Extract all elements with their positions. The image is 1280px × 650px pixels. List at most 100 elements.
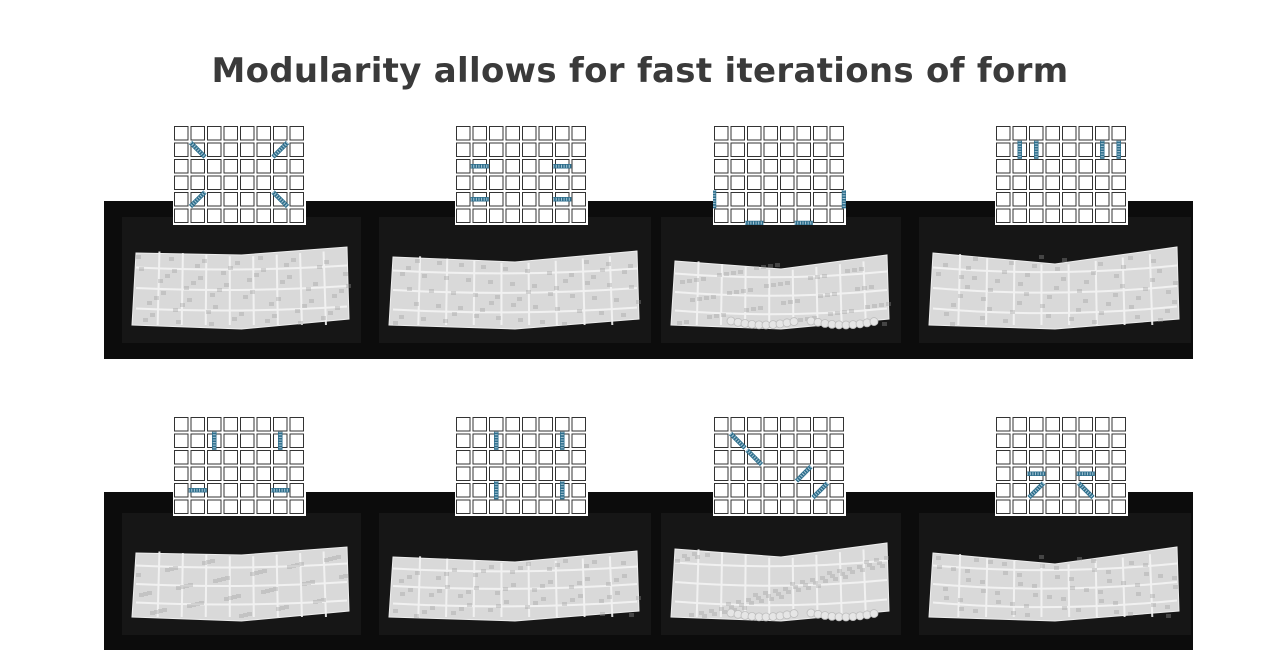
grid-cell [240,466,255,481]
grid-cell [1029,450,1044,465]
grid-cell [522,450,537,465]
grid-cell [780,466,795,481]
grid-cell [747,159,762,174]
grid-cell [763,433,778,448]
grid-cell [174,175,189,190]
grid-cell [714,142,729,157]
grid-cell [1045,417,1060,432]
grid-cell [1062,175,1077,190]
actuator-layout-grid [173,125,306,225]
grid-cell [1095,126,1110,141]
grid-cell [505,466,520,481]
grid-cell [714,175,729,190]
grid-cell [273,126,288,141]
grid-cell [1062,417,1077,432]
grid-cell [190,466,205,481]
grid-cell [571,466,586,481]
grid-cell [289,417,304,432]
grid-cell [1045,450,1060,465]
actuator-module [188,140,207,159]
grid-cell [996,192,1011,207]
grid-cell [1078,417,1093,432]
grid-cell [256,466,271,481]
actuator-layout-grid [995,416,1128,516]
grid-cell [1045,175,1060,190]
grid-cell [780,175,795,190]
grid-cell [207,208,222,223]
grid-cell [829,466,844,481]
grid-cell [1012,192,1027,207]
grid-cell [1045,142,1060,157]
grid-cell [223,159,238,174]
grid-cell [1045,208,1060,223]
grid-cell [223,192,238,207]
actuator-layout-grid [713,416,846,516]
grid-cell [1062,159,1077,174]
grid-cell [240,142,255,157]
grid-cell [763,450,778,465]
grid-cell [829,175,844,190]
grid-cell [240,192,255,207]
grid-cell [1111,483,1126,498]
grid-cell [538,208,553,223]
grid-cell [996,175,1011,190]
grid-cell [571,417,586,432]
grid-cell [472,208,487,223]
grid-cell [190,159,205,174]
grid-cell [1012,466,1027,481]
grid-cell [289,142,304,157]
grid-cell [522,175,537,190]
grid-cell [223,208,238,223]
actuator-module [794,464,813,483]
grid-cell [780,499,795,514]
grid-cell [1111,192,1126,207]
grid-cell [505,417,520,432]
grid-cell [813,192,828,207]
grid-cell [1078,499,1093,514]
grid-cell [472,433,487,448]
actuator-module [271,140,290,159]
grid-cell [289,126,304,141]
grid-cell [522,208,537,223]
grid-cell [207,450,222,465]
grid-cell [1029,499,1044,514]
grid-cell [829,483,844,498]
grid-cell [472,450,487,465]
grid-cell [829,126,844,141]
grid-cell [207,499,222,514]
grid-cell [747,483,762,498]
grid-cell [747,175,762,190]
grid-cell [256,192,271,207]
grid-cell [1062,142,1077,157]
grid-cell [174,142,189,157]
grid-cell [207,175,222,190]
grid-cell [1045,466,1060,481]
grid-cell [190,433,205,448]
actuator-module [1027,481,1046,500]
grid-cell [571,142,586,157]
grid-cell [714,466,729,481]
grid-cell [1111,450,1126,465]
grid-cell [273,417,288,432]
grid-cell [174,159,189,174]
actuator-layout-grid [173,416,306,516]
grid-cell [730,483,745,498]
grid-cell [522,142,537,157]
grid-cell [730,175,745,190]
grid-cell [456,175,471,190]
grid-cell [571,499,586,514]
actuator-layout-grid [713,125,846,225]
grid-cell [456,466,471,481]
grid-cell [538,433,553,448]
grid-cell [522,483,537,498]
grid-cell [505,126,520,141]
grid-cell [1095,417,1110,432]
grid-cell [1062,208,1077,223]
actuator-module [745,448,764,467]
grid-cell [538,192,553,207]
grid-cell [780,126,795,141]
grid-cell [780,208,795,223]
textile-photo [928,246,1180,330]
grid-cell [796,126,811,141]
grid-cell [796,499,811,514]
